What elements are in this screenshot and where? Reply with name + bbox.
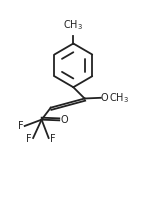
Text: F: F xyxy=(18,121,23,131)
Text: CH$_3$: CH$_3$ xyxy=(63,19,83,32)
Text: O: O xyxy=(101,93,108,103)
Text: F: F xyxy=(50,134,56,144)
Text: F: F xyxy=(26,134,32,144)
Text: CH$_3$: CH$_3$ xyxy=(109,91,129,105)
Text: O: O xyxy=(61,115,68,125)
